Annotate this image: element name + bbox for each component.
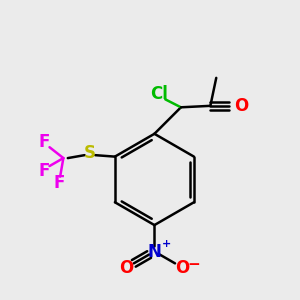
Text: O: O xyxy=(119,259,134,277)
Text: F: F xyxy=(38,133,50,151)
Text: Cl: Cl xyxy=(150,85,168,103)
Text: F: F xyxy=(53,174,64,192)
Text: N: N xyxy=(148,243,161,261)
Text: S: S xyxy=(84,144,96,162)
Text: O: O xyxy=(175,259,190,277)
Text: F: F xyxy=(38,162,50,180)
Text: O: O xyxy=(234,97,248,115)
Text: +: + xyxy=(162,239,171,249)
Text: −: − xyxy=(188,257,200,272)
